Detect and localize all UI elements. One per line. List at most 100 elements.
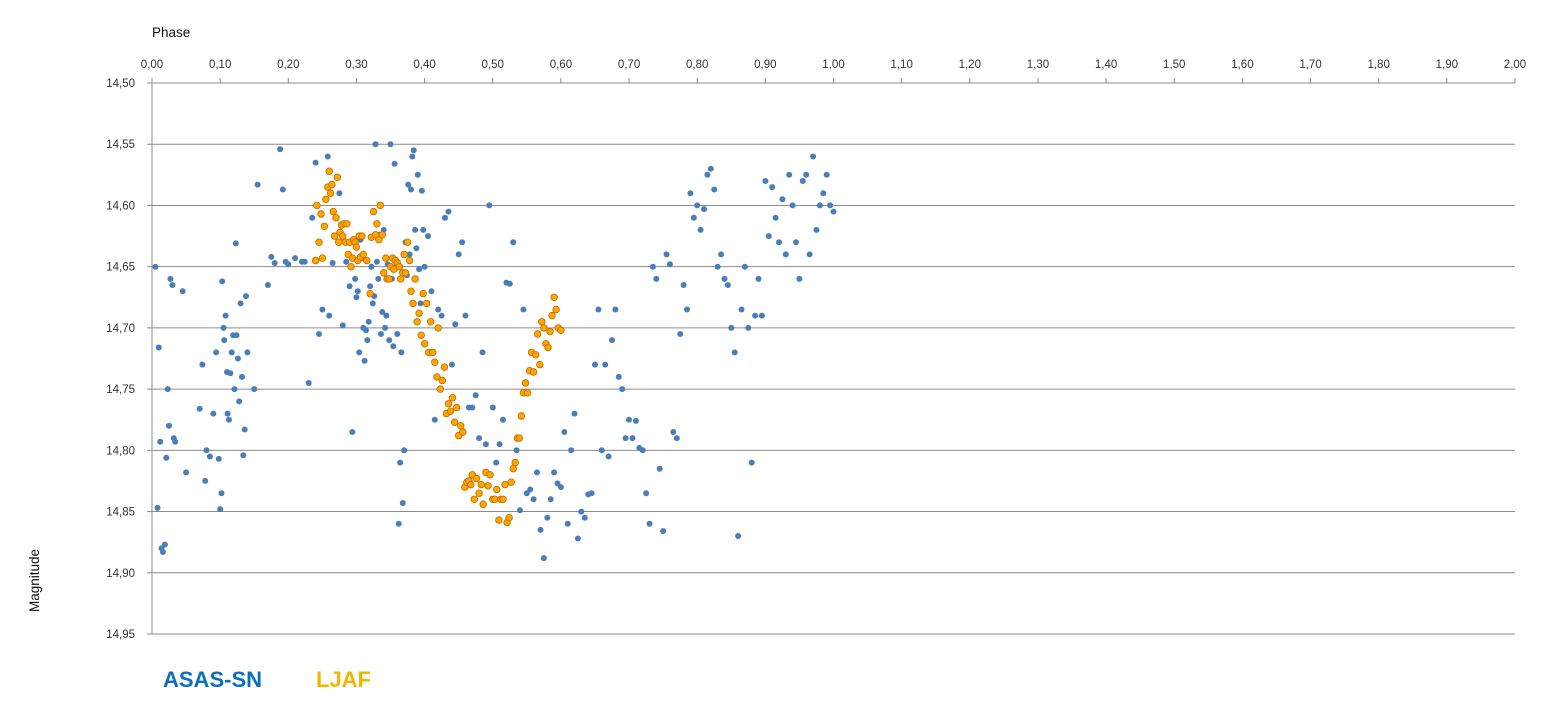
data-point bbox=[523, 389, 532, 397]
data-point bbox=[521, 379, 530, 387]
data-point bbox=[476, 435, 483, 442]
data-point bbox=[728, 324, 735, 331]
data-point bbox=[202, 477, 209, 484]
y-tick-label: 14,85 bbox=[106, 507, 135, 519]
x-tick-label: 0,20 bbox=[277, 59, 299, 71]
data-point bbox=[417, 300, 424, 307]
data-point bbox=[598, 447, 605, 454]
data-point bbox=[475, 489, 483, 497]
data-point bbox=[382, 324, 389, 331]
data-point bbox=[217, 506, 224, 513]
data-point bbox=[380, 269, 388, 277]
y-tick-label: 14,70 bbox=[106, 323, 135, 335]
y-tick-label: 14,65 bbox=[106, 262, 135, 274]
data-point bbox=[349, 429, 356, 435]
data-point bbox=[546, 327, 554, 336]
data-point bbox=[588, 490, 595, 497]
data-point bbox=[420, 226, 427, 233]
data-point bbox=[486, 471, 494, 479]
data-point bbox=[215, 455, 222, 462]
data-point bbox=[786, 171, 793, 178]
data-point bbox=[383, 312, 390, 319]
data-point bbox=[534, 330, 542, 338]
data-point bbox=[332, 213, 340, 222]
data-point bbox=[540, 555, 547, 562]
data-point bbox=[386, 337, 393, 344]
data-point bbox=[372, 141, 379, 148]
data-point bbox=[375, 275, 382, 282]
y-tick-labels: 14,50 14,55 14,60 14,65 14,70 14,75 14,80 14,85… bbox=[106, 78, 135, 641]
x-tick-label: 1,20 bbox=[959, 59, 981, 71]
data-point bbox=[500, 416, 506, 423]
data-point bbox=[159, 549, 166, 555]
data-point bbox=[690, 214, 697, 221]
data-point bbox=[172, 438, 179, 445]
data-point bbox=[568, 447, 575, 454]
data-point bbox=[343, 220, 351, 228]
data-point bbox=[183, 469, 190, 476]
data-point bbox=[748, 459, 755, 466]
data-point bbox=[155, 344, 162, 351]
data-point bbox=[335, 238, 343, 246]
data-point bbox=[333, 173, 342, 181]
x-tick-label: 0,30 bbox=[345, 59, 367, 71]
data-point bbox=[663, 251, 670, 258]
data-point bbox=[632, 417, 639, 424]
data-point bbox=[547, 496, 554, 503]
data-point bbox=[452, 321, 459, 328]
data-point bbox=[219, 278, 226, 285]
data-point bbox=[472, 474, 481, 483]
data-point bbox=[626, 416, 632, 423]
data-point bbox=[378, 231, 386, 239]
data-point bbox=[731, 349, 738, 356]
data-point bbox=[358, 232, 366, 240]
data-point bbox=[224, 410, 231, 417]
data-point bbox=[387, 141, 394, 148]
data-point bbox=[378, 331, 384, 337]
data-point bbox=[405, 256, 414, 265]
data-point bbox=[397, 275, 405, 283]
data-point bbox=[557, 326, 565, 334]
data-point bbox=[405, 181, 412, 188]
data-point bbox=[793, 239, 799, 246]
data-point bbox=[499, 495, 507, 503]
data-point bbox=[643, 490, 650, 497]
data-point bbox=[431, 416, 438, 423]
data-point bbox=[493, 459, 500, 466]
data-point bbox=[167, 275, 174, 282]
data-point bbox=[806, 251, 813, 258]
x-tick-label: 0,00 bbox=[141, 59, 163, 71]
data-point bbox=[479, 349, 486, 356]
data-point bbox=[354, 288, 361, 295]
x-tick-label: 0,70 bbox=[618, 59, 640, 71]
data-point bbox=[317, 210, 325, 218]
data-point bbox=[157, 438, 164, 445]
axes bbox=[151, 78, 1516, 635]
data-point bbox=[506, 280, 513, 287]
data-point bbox=[529, 368, 538, 376]
x-tick-label: 1,30 bbox=[1027, 59, 1049, 71]
data-point bbox=[520, 306, 527, 313]
data-point bbox=[532, 351, 540, 359]
data-point bbox=[309, 214, 316, 221]
data-point bbox=[233, 332, 240, 339]
data-point bbox=[803, 171, 810, 178]
data-point bbox=[319, 306, 326, 313]
data-point bbox=[484, 482, 492, 490]
data-point bbox=[346, 283, 353, 290]
data-point bbox=[639, 447, 646, 454]
data-point bbox=[395, 520, 402, 527]
y-tick-label: 14,50 bbox=[106, 78, 135, 90]
data-point bbox=[714, 263, 721, 270]
data-point bbox=[326, 312, 333, 319]
data-point bbox=[776, 239, 782, 246]
data-point bbox=[407, 287, 415, 295]
data-point bbox=[820, 190, 827, 197]
data-point bbox=[237, 300, 244, 307]
data-point bbox=[467, 480, 475, 489]
data-point bbox=[305, 380, 312, 386]
data-point bbox=[452, 403, 461, 412]
x-tick-label: 1,40 bbox=[1095, 59, 1117, 71]
x-tick-label: 0,80 bbox=[686, 59, 708, 71]
data-point bbox=[755, 275, 762, 282]
